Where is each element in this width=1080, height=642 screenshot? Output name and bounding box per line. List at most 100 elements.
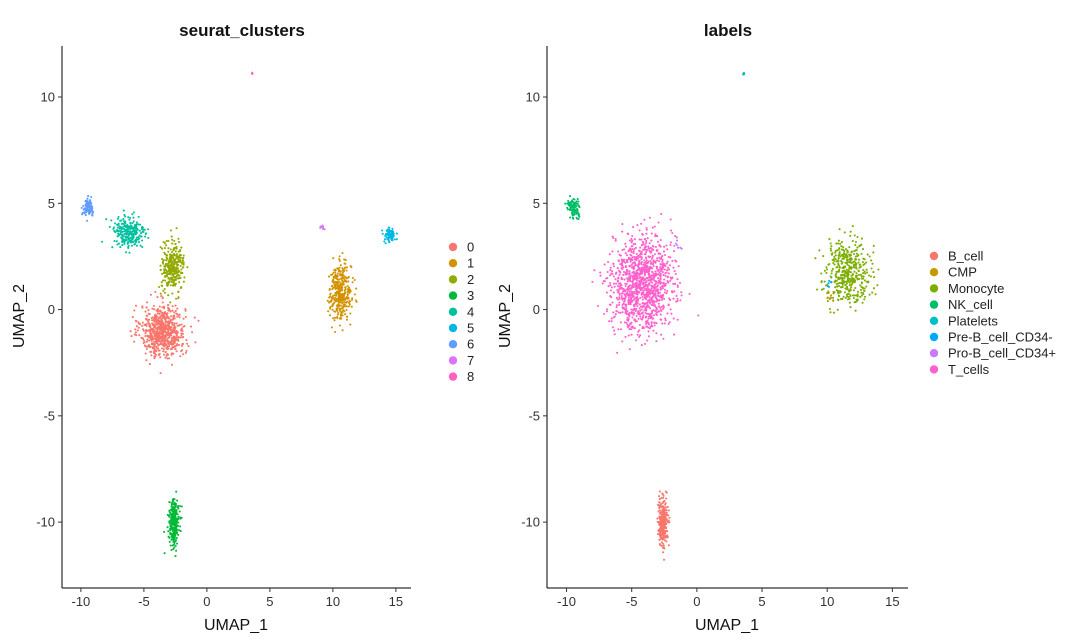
- data-point: [333, 294, 336, 297]
- data-point: [662, 304, 665, 307]
- data-point: [181, 332, 184, 335]
- cluster-1: [326, 251, 358, 333]
- data-point: [850, 280, 853, 283]
- data-point: [837, 260, 840, 263]
- data-point: [121, 222, 124, 225]
- data-point: [632, 295, 635, 298]
- data-point: [830, 294, 833, 297]
- data-point: [837, 299, 840, 302]
- data-point: [184, 351, 187, 354]
- data-point: [337, 268, 340, 271]
- data-point: [113, 240, 116, 243]
- cluster-B_cell: [656, 490, 671, 561]
- data-point: [630, 296, 634, 299]
- data-point: [171, 272, 174, 275]
- data-point: [862, 292, 865, 296]
- data-point: [148, 325, 152, 328]
- legend: B_cellCMPMonocyteNK_cellPlateletsPre-B_c…: [929, 249, 1056, 377]
- data-point: [575, 200, 578, 203]
- data-point: [671, 277, 674, 280]
- data-point: [172, 280, 175, 284]
- data-point: [334, 330, 337, 333]
- data-point: [633, 327, 636, 330]
- data-point: [170, 261, 173, 264]
- data-point: [619, 328, 623, 331]
- data-point: [197, 319, 200, 322]
- data-point: [179, 264, 182, 268]
- data-point: [613, 333, 616, 336]
- data-point: [174, 531, 177, 534]
- data-point: [648, 327, 651, 330]
- data-point: [652, 301, 656, 305]
- data-point: [153, 350, 156, 353]
- data-point: [150, 317, 153, 320]
- data-point: [662, 500, 665, 503]
- data-point: [167, 239, 170, 243]
- data-point: [643, 279, 646, 282]
- data-point: [816, 288, 819, 291]
- data-point: [571, 208, 574, 211]
- data-point: [343, 258, 346, 261]
- data-point: [161, 306, 164, 309]
- data-point: [643, 274, 646, 277]
- data-point: [741, 73, 745, 76]
- data-point: [381, 229, 384, 232]
- data-point: [857, 258, 861, 261]
- data-point: [179, 525, 182, 528]
- data-point: [636, 305, 639, 308]
- data-point: [619, 263, 622, 266]
- data-point: [166, 312, 169, 315]
- data-point: [170, 235, 173, 238]
- data-point: [137, 215, 140, 218]
- data-point: [340, 310, 343, 313]
- data-point: [131, 221, 134, 225]
- data-point: [161, 258, 164, 261]
- data-point: [859, 288, 863, 291]
- data-point: [153, 343, 157, 346]
- data-point: [612, 282, 615, 285]
- data-point: [650, 277, 653, 280]
- data-point: [648, 302, 651, 305]
- data-point: [628, 284, 631, 287]
- data-point: [662, 509, 665, 512]
- data-point: [172, 498, 175, 501]
- data-point: [605, 310, 608, 313]
- data-point: [167, 294, 170, 297]
- data-point: [338, 286, 341, 289]
- data-point: [647, 245, 650, 248]
- data-point: [150, 334, 153, 337]
- data-point: [179, 336, 182, 339]
- data-point: [651, 226, 654, 229]
- data-point: [633, 248, 636, 251]
- data-point: [648, 282, 651, 285]
- data-point: [832, 311, 835, 314]
- y-tick-label: 10: [526, 90, 540, 105]
- data-point: [170, 276, 173, 279]
- data-point: [632, 265, 635, 269]
- data-point: [669, 279, 672, 282]
- data-point: [345, 318, 349, 321]
- data-point: [648, 288, 651, 291]
- data-point: [865, 261, 868, 264]
- data-point: [624, 245, 628, 248]
- data-point: [669, 243, 672, 247]
- data-point: [857, 273, 861, 276]
- data-point: [163, 315, 166, 318]
- data-point: [178, 313, 181, 316]
- data-point: [838, 228, 841, 231]
- data-point: [830, 249, 833, 252]
- data-point: [645, 226, 648, 230]
- data-point: [834, 249, 837, 252]
- data-point: [840, 248, 843, 251]
- legend-label: CMP: [948, 265, 977, 280]
- data-point: [605, 291, 608, 294]
- data-point: [856, 290, 860, 293]
- data-point: [154, 320, 157, 323]
- data-point: [640, 262, 643, 265]
- legend-label: 0: [467, 240, 474, 255]
- data-point: [393, 238, 396, 241]
- data-point: [650, 257, 653, 260]
- data-point: [170, 353, 173, 356]
- data-point: [665, 244, 668, 247]
- data-point: [346, 300, 349, 303]
